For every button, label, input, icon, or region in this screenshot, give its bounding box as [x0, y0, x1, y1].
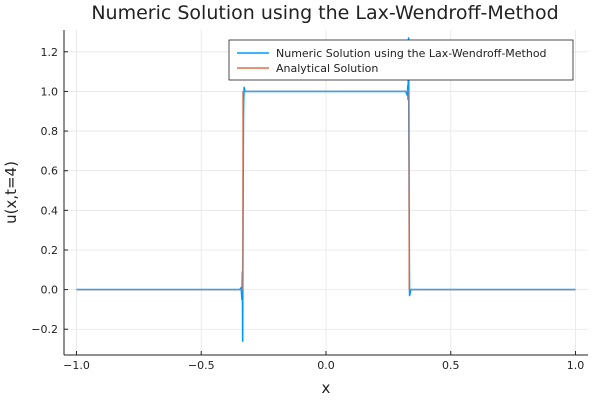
- y-tick-label: 0.8: [41, 125, 59, 138]
- analytical-solution-line: [76, 90, 576, 291]
- legend-label: Analytical Solution: [276, 62, 378, 75]
- legend-label: Numeric Solution using the Lax-Wendroff-…: [276, 47, 547, 60]
- x-tick-label: −1.0: [63, 359, 90, 372]
- y-tick-label: 1.2: [41, 46, 59, 59]
- x-tick-label: 0.5: [442, 359, 460, 372]
- x-tick-label: 1.0: [567, 359, 585, 372]
- legend: Numeric Solution using the Lax-Wendroff-…: [228, 39, 574, 81]
- x-axis-label: x: [322, 379, 331, 397]
- x-tick-label: −0.5: [188, 359, 215, 372]
- series-lines: [76, 37, 576, 342]
- x-ticks: −1.0 −0.5 0.0 0.5 1.0: [63, 351, 584, 372]
- y-axis-label: u(x,t=4): [2, 161, 20, 224]
- x-tick-label: 0.0: [317, 359, 335, 372]
- y-tick-label: 0.0: [41, 284, 59, 297]
- y-tick-label: 0.4: [41, 204, 59, 217]
- legend-box: [228, 39, 574, 81]
- y-tick-label: −0.2: [31, 323, 58, 336]
- y-tick-label: 1.0: [41, 85, 59, 98]
- y-tick-label: 0.2: [41, 244, 59, 257]
- y-tick-label: 0.6: [41, 165, 59, 178]
- chart-title: Numeric Solution using the Lax-Wendroff-…: [91, 2, 558, 24]
- y-ticks: −0.2 0.0 0.2 0.4 0.6 0.8 1.0 1.2: [31, 46, 68, 336]
